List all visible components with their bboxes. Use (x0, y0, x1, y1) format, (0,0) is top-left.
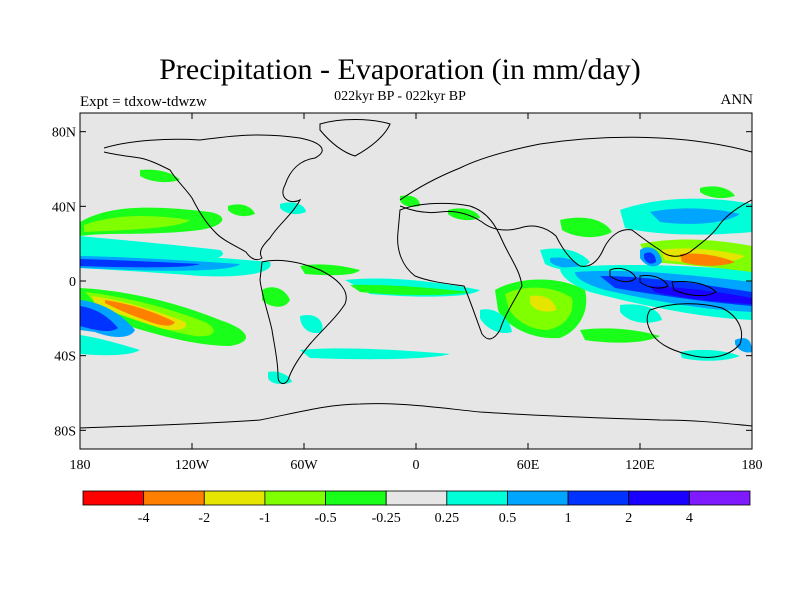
colorbar-label: 2 (625, 511, 632, 526)
contour-region (268, 371, 292, 385)
colorbar-label: -4 (138, 511, 150, 526)
coastlines (80, 119, 752, 429)
coastline-africa (397, 202, 523, 340)
colorbar-swatch (446, 490, 508, 506)
lon-axis: 180 120W 60W 0 60E 120E 180 (70, 113, 763, 473)
contour-region (80, 306, 118, 332)
experiment-label: Expt = tdxow-tdwzw (80, 94, 207, 110)
contour-region (140, 169, 180, 183)
contour-region (650, 208, 740, 224)
lat-tick-label: 40S (54, 350, 76, 365)
coastline-greenland (319, 119, 391, 157)
coastline-south-america (259, 259, 347, 384)
contour-region (580, 328, 660, 343)
colorbar: -4 -2 -1 -0.5 -0.25 0.25 0.5 1 2 4 (82, 490, 751, 526)
contour-region (560, 217, 612, 238)
contour-region (84, 215, 190, 232)
lat-tick-label: 0 (69, 275, 76, 290)
lat-tick-label: 40N (52, 200, 76, 215)
contour-region (80, 236, 224, 261)
contour-region (680, 349, 740, 361)
colorbar-swatch (688, 490, 751, 506)
colorbar-swatch (628, 490, 690, 506)
season-label: ANN (720, 92, 754, 108)
colorbar-swatch (325, 490, 387, 506)
contour-region (228, 204, 255, 217)
colorbar-swatch (203, 490, 266, 506)
colorbar-swatch (143, 490, 205, 506)
lat-tick-label: 80N (52, 126, 76, 141)
contour-region (644, 252, 656, 264)
coastline-australia (646, 303, 743, 358)
lon-tick-label: 120E (625, 458, 655, 473)
contour-region (350, 284, 470, 295)
contour-region (300, 348, 450, 360)
figure-title: Precipitation - Evaporation (in mm/day) (159, 53, 641, 86)
contour-region (735, 338, 752, 353)
figure-subtitle: 022kyr BP - 022kyr BP (334, 89, 466, 104)
contour-region (480, 309, 512, 334)
lon-tick-label: 120W (175, 458, 210, 473)
contour-region (700, 186, 735, 199)
colorbar-swatch (567, 490, 630, 506)
contour-region (280, 202, 306, 215)
lon-tick-label: 0 (413, 458, 420, 473)
lat-axis: 80N 40N 0 40S 80S (52, 126, 752, 439)
colorbar-label: 4 (686, 511, 693, 526)
colorbar-label: -0.25 (372, 511, 401, 526)
colorbar-label: -0.5 (314, 511, 336, 526)
contour-region (530, 295, 556, 312)
colorbar-label: 0.5 (499, 511, 517, 526)
lat-tick-label: 80S (54, 424, 76, 439)
contour-region (550, 257, 580, 269)
lon-tick-label: 60W (290, 458, 318, 473)
colorbar-label: 1 (565, 511, 572, 526)
contour-region (680, 253, 735, 266)
lon-tick-label: 180 (70, 458, 91, 473)
colorbar-label: -1 (259, 511, 271, 526)
colorbar-swatch (385, 490, 448, 506)
contour-region (80, 259, 200, 268)
contour-region (105, 300, 175, 326)
contour-region (400, 195, 420, 207)
coastline-eurasia (399, 136, 752, 267)
colorbar-label: -2 (198, 511, 210, 526)
coastline-maritime-islands (609, 267, 717, 297)
contour-region (262, 287, 290, 307)
coastline-north-america (103, 134, 323, 261)
contour-region (448, 208, 480, 221)
contour-region (300, 314, 323, 334)
colorbar-swatch (507, 490, 569, 506)
colorbar-label: 0.25 (435, 511, 460, 526)
coastline-antarctica (80, 403, 752, 429)
lon-tick-label: 60E (517, 458, 540, 473)
colorbar-swatch (82, 490, 145, 506)
colorbar-swatch (264, 490, 326, 506)
lon-tick-label: 180 (742, 458, 763, 473)
contour-region (300, 264, 360, 276)
contour-region (80, 335, 140, 356)
